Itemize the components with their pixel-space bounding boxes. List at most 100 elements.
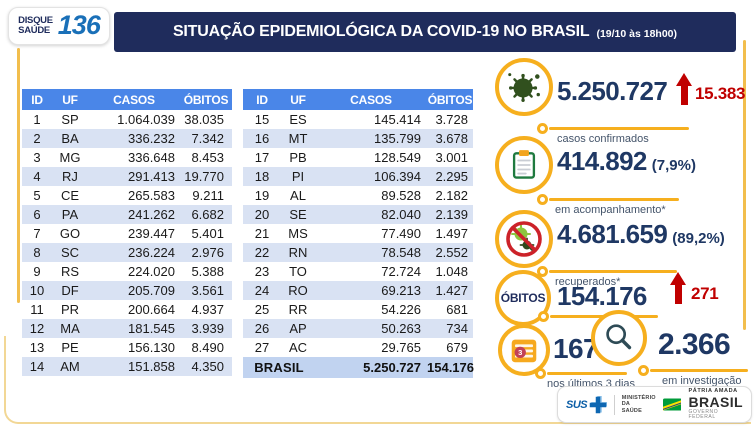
cell-id: 22 <box>254 245 270 260</box>
cell-casos: 77.490 <box>381 226 421 241</box>
table-row: 17 PB 128.549 3.001 <box>243 148 473 167</box>
table-row: 5 CE 265.583 9.211 <box>22 186 232 205</box>
cell-uf: TO <box>289 264 307 279</box>
cell-casos: 265.583 <box>128 188 175 203</box>
investigation-value: 2.366 <box>658 328 731 361</box>
stat-investigation: 2.366 em investigação <box>586 308 754 388</box>
cell-obitos: 3.678 <box>435 131 468 146</box>
recovered-value: 4.681.659 <box>557 219 668 249</box>
deaths-value: 154.176 <box>557 281 647 311</box>
calendar-badge-number: 3 <box>518 348 522 357</box>
investigation-label: em investigação <box>662 375 742 387</box>
cell-casos: 205.709 <box>128 283 175 298</box>
table-header-row: ID UF CASOS ÓBITOS <box>22 89 232 110</box>
no-virus-icon <box>495 210 553 268</box>
right-table-body: 15 ES 145.414 3.728 16 MT 135.799 3.678 17 PB 128.… <box>243 110 473 357</box>
header-id: ID <box>256 92 268 107</box>
total-obitos: 154.176 <box>427 360 474 375</box>
cell-id: 5 <box>33 188 41 203</box>
cell-casos: 336.232 <box>128 131 175 146</box>
table-row: 23 TO 72.724 1.048 <box>243 262 473 281</box>
cell-casos: 89.528 <box>381 188 421 203</box>
monitoring-percent: (7,9%) <box>651 157 696 174</box>
cell-id: 19 <box>254 188 270 203</box>
cell-id: 20 <box>254 207 270 222</box>
cell-uf: AC <box>288 340 308 355</box>
cell-casos: 50.263 <box>381 321 421 336</box>
cell-uf: RS <box>60 264 80 279</box>
recovered-label: recuperados* <box>555 276 621 288</box>
brazil-flag-icon <box>662 398 682 411</box>
cell-uf: AP <box>289 321 307 336</box>
cell-obitos: 9.211 <box>192 188 224 203</box>
stat-deaths: ÓBITOS 154.176 271 <box>495 268 754 328</box>
monitoring-value-group: 414.892 (7,9%) <box>557 146 696 177</box>
underline <box>537 266 677 277</box>
table-row: 22 RN 78.548 2.552 <box>243 243 473 262</box>
table-row: 20 SE 82.040 2.139 <box>243 205 473 224</box>
cell-obitos: 2.295 <box>435 169 468 184</box>
cell-casos: 145.414 <box>374 112 421 127</box>
cell-obitos: 3.939 <box>191 321 224 336</box>
cell-id: 25 <box>254 302 270 317</box>
recovered-percent: (89,2%) <box>672 230 725 247</box>
cell-casos: 181.545 <box>128 321 175 336</box>
cell-id: 15 <box>254 112 270 127</box>
cell-uf: BA <box>61 131 79 146</box>
cell-casos: 224.020 <box>128 264 175 279</box>
cell-obitos: 4.350 <box>191 359 224 374</box>
badge-line2: SAÚDE <box>18 25 50 36</box>
cell-obitos: 8.490 <box>191 340 224 355</box>
sus-logo: SUS <box>566 395 608 414</box>
table-row: 6 PA 241.262 6.682 <box>22 205 232 224</box>
monitoring-label: em acompanhamento* <box>555 204 666 216</box>
stat-recovered: 4.681.659 (89,2%) recuperados* <box>495 208 754 288</box>
cell-uf: PI <box>291 169 305 184</box>
cell-casos: 239.447 <box>128 226 175 241</box>
table-row: 9 RS 224.020 5.388 <box>22 262 232 281</box>
table-total-row: BRASIL 5.250.727 154.176 <box>243 357 474 378</box>
cell-id: 27 <box>254 340 270 355</box>
cell-casos: 106.394 <box>374 169 421 184</box>
cell-obitos: 1.497 <box>435 226 468 241</box>
magnifier-icon <box>591 310 647 366</box>
cell-uf: MT <box>288 131 308 146</box>
cell-obitos: 4.937 <box>191 302 224 317</box>
disque-saude-badge: DISQUE SAÚDE 136 <box>8 7 110 45</box>
cases-table-left: ID UF CASOS ÓBITOS 1 SP 1.064.039 38.035 2 BA… <box>22 89 232 376</box>
ministry-label: MINISTÉRIO DA SAÚDE <box>622 395 656 414</box>
cell-id: 7 <box>33 226 41 241</box>
underline <box>537 123 689 134</box>
underline <box>537 194 679 205</box>
cell-id: 26 <box>254 321 270 336</box>
table-row: 10 DF 205.709 3.561 <box>22 281 232 300</box>
table-row: 1 SP 1.064.039 38.035 <box>22 110 232 129</box>
cell-uf: PA <box>61 207 79 222</box>
table-row: 7 GO 239.447 5.401 <box>22 224 232 243</box>
cell-uf: DF <box>61 283 79 298</box>
cell-casos: 336.648 <box>128 150 175 165</box>
cell-casos: 78.548 <box>381 245 421 260</box>
frame-border <box>4 336 751 424</box>
cell-casos: 128.549 <box>374 150 421 165</box>
cell-uf: PR <box>60 302 80 317</box>
cell-obitos: 734 <box>446 321 468 336</box>
cell-obitos: 5.388 <box>191 264 224 279</box>
cell-casos: 29.765 <box>381 340 421 355</box>
header-obitos: ÓBITOS <box>427 92 473 107</box>
cell-obitos: 3.728 <box>435 112 468 127</box>
government-logos: SUS MINISTÉRIO DA SAÚDE PÁTRIA AMADA BRA… <box>557 386 752 423</box>
table-row: 4 RJ 291.413 19.770 <box>22 167 232 186</box>
header-uf: UF <box>290 92 306 107</box>
cell-uf: MG <box>59 150 81 165</box>
stat-monitoring: 414.892 (7,9%) em acompanhamento* <box>495 134 754 216</box>
cell-uf: RR <box>288 302 308 317</box>
cell-obitos: 1.048 <box>435 264 468 279</box>
cell-casos: 1.064.039 <box>117 112 175 127</box>
table-row: 26 AP 50.263 734 <box>243 319 473 338</box>
title-bar: SITUAÇÃO EPIDEMIOLÓGICA DA COVID-19 NO B… <box>114 12 736 52</box>
cell-casos: 241.262 <box>128 207 175 222</box>
header-casos: CASOS <box>350 92 392 107</box>
cell-id: 17 <box>254 150 270 165</box>
cell-obitos: 7.342 <box>191 131 224 146</box>
